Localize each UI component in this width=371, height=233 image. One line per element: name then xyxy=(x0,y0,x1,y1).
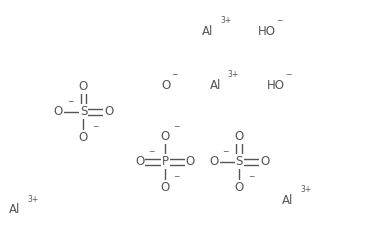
Text: −: − xyxy=(276,17,282,25)
Text: O: O xyxy=(79,130,88,144)
Text: −: − xyxy=(174,122,180,131)
Text: O: O xyxy=(161,181,170,194)
Text: O: O xyxy=(210,155,219,168)
Text: O: O xyxy=(104,105,113,118)
Text: Al: Al xyxy=(9,203,21,216)
Text: S: S xyxy=(80,105,87,118)
Text: HO: HO xyxy=(258,25,276,38)
Text: Al: Al xyxy=(210,79,221,92)
Text: O: O xyxy=(260,155,269,168)
Text: O: O xyxy=(235,181,244,194)
Text: 3+: 3+ xyxy=(228,70,239,79)
Text: 3+: 3+ xyxy=(300,185,311,194)
Text: −: − xyxy=(148,147,155,156)
Text: O: O xyxy=(161,130,170,143)
Text: S: S xyxy=(236,155,243,168)
Text: P: P xyxy=(162,155,168,168)
Text: −: − xyxy=(92,122,98,131)
Text: O: O xyxy=(235,130,244,143)
Text: −: − xyxy=(248,172,254,181)
Text: −: − xyxy=(285,70,292,79)
Text: O: O xyxy=(186,155,195,168)
Text: −: − xyxy=(67,97,73,106)
Text: −: − xyxy=(174,172,180,181)
Text: −: − xyxy=(223,147,229,156)
Text: 3+: 3+ xyxy=(27,195,39,204)
Text: Al: Al xyxy=(282,194,293,207)
Text: O: O xyxy=(135,155,144,168)
Text: O: O xyxy=(79,80,88,93)
Text: −: − xyxy=(171,70,178,79)
Text: Al: Al xyxy=(202,25,214,38)
Text: O: O xyxy=(161,79,171,92)
Text: 3+: 3+ xyxy=(220,17,232,25)
Text: HO: HO xyxy=(267,79,285,92)
Text: O: O xyxy=(54,105,63,118)
